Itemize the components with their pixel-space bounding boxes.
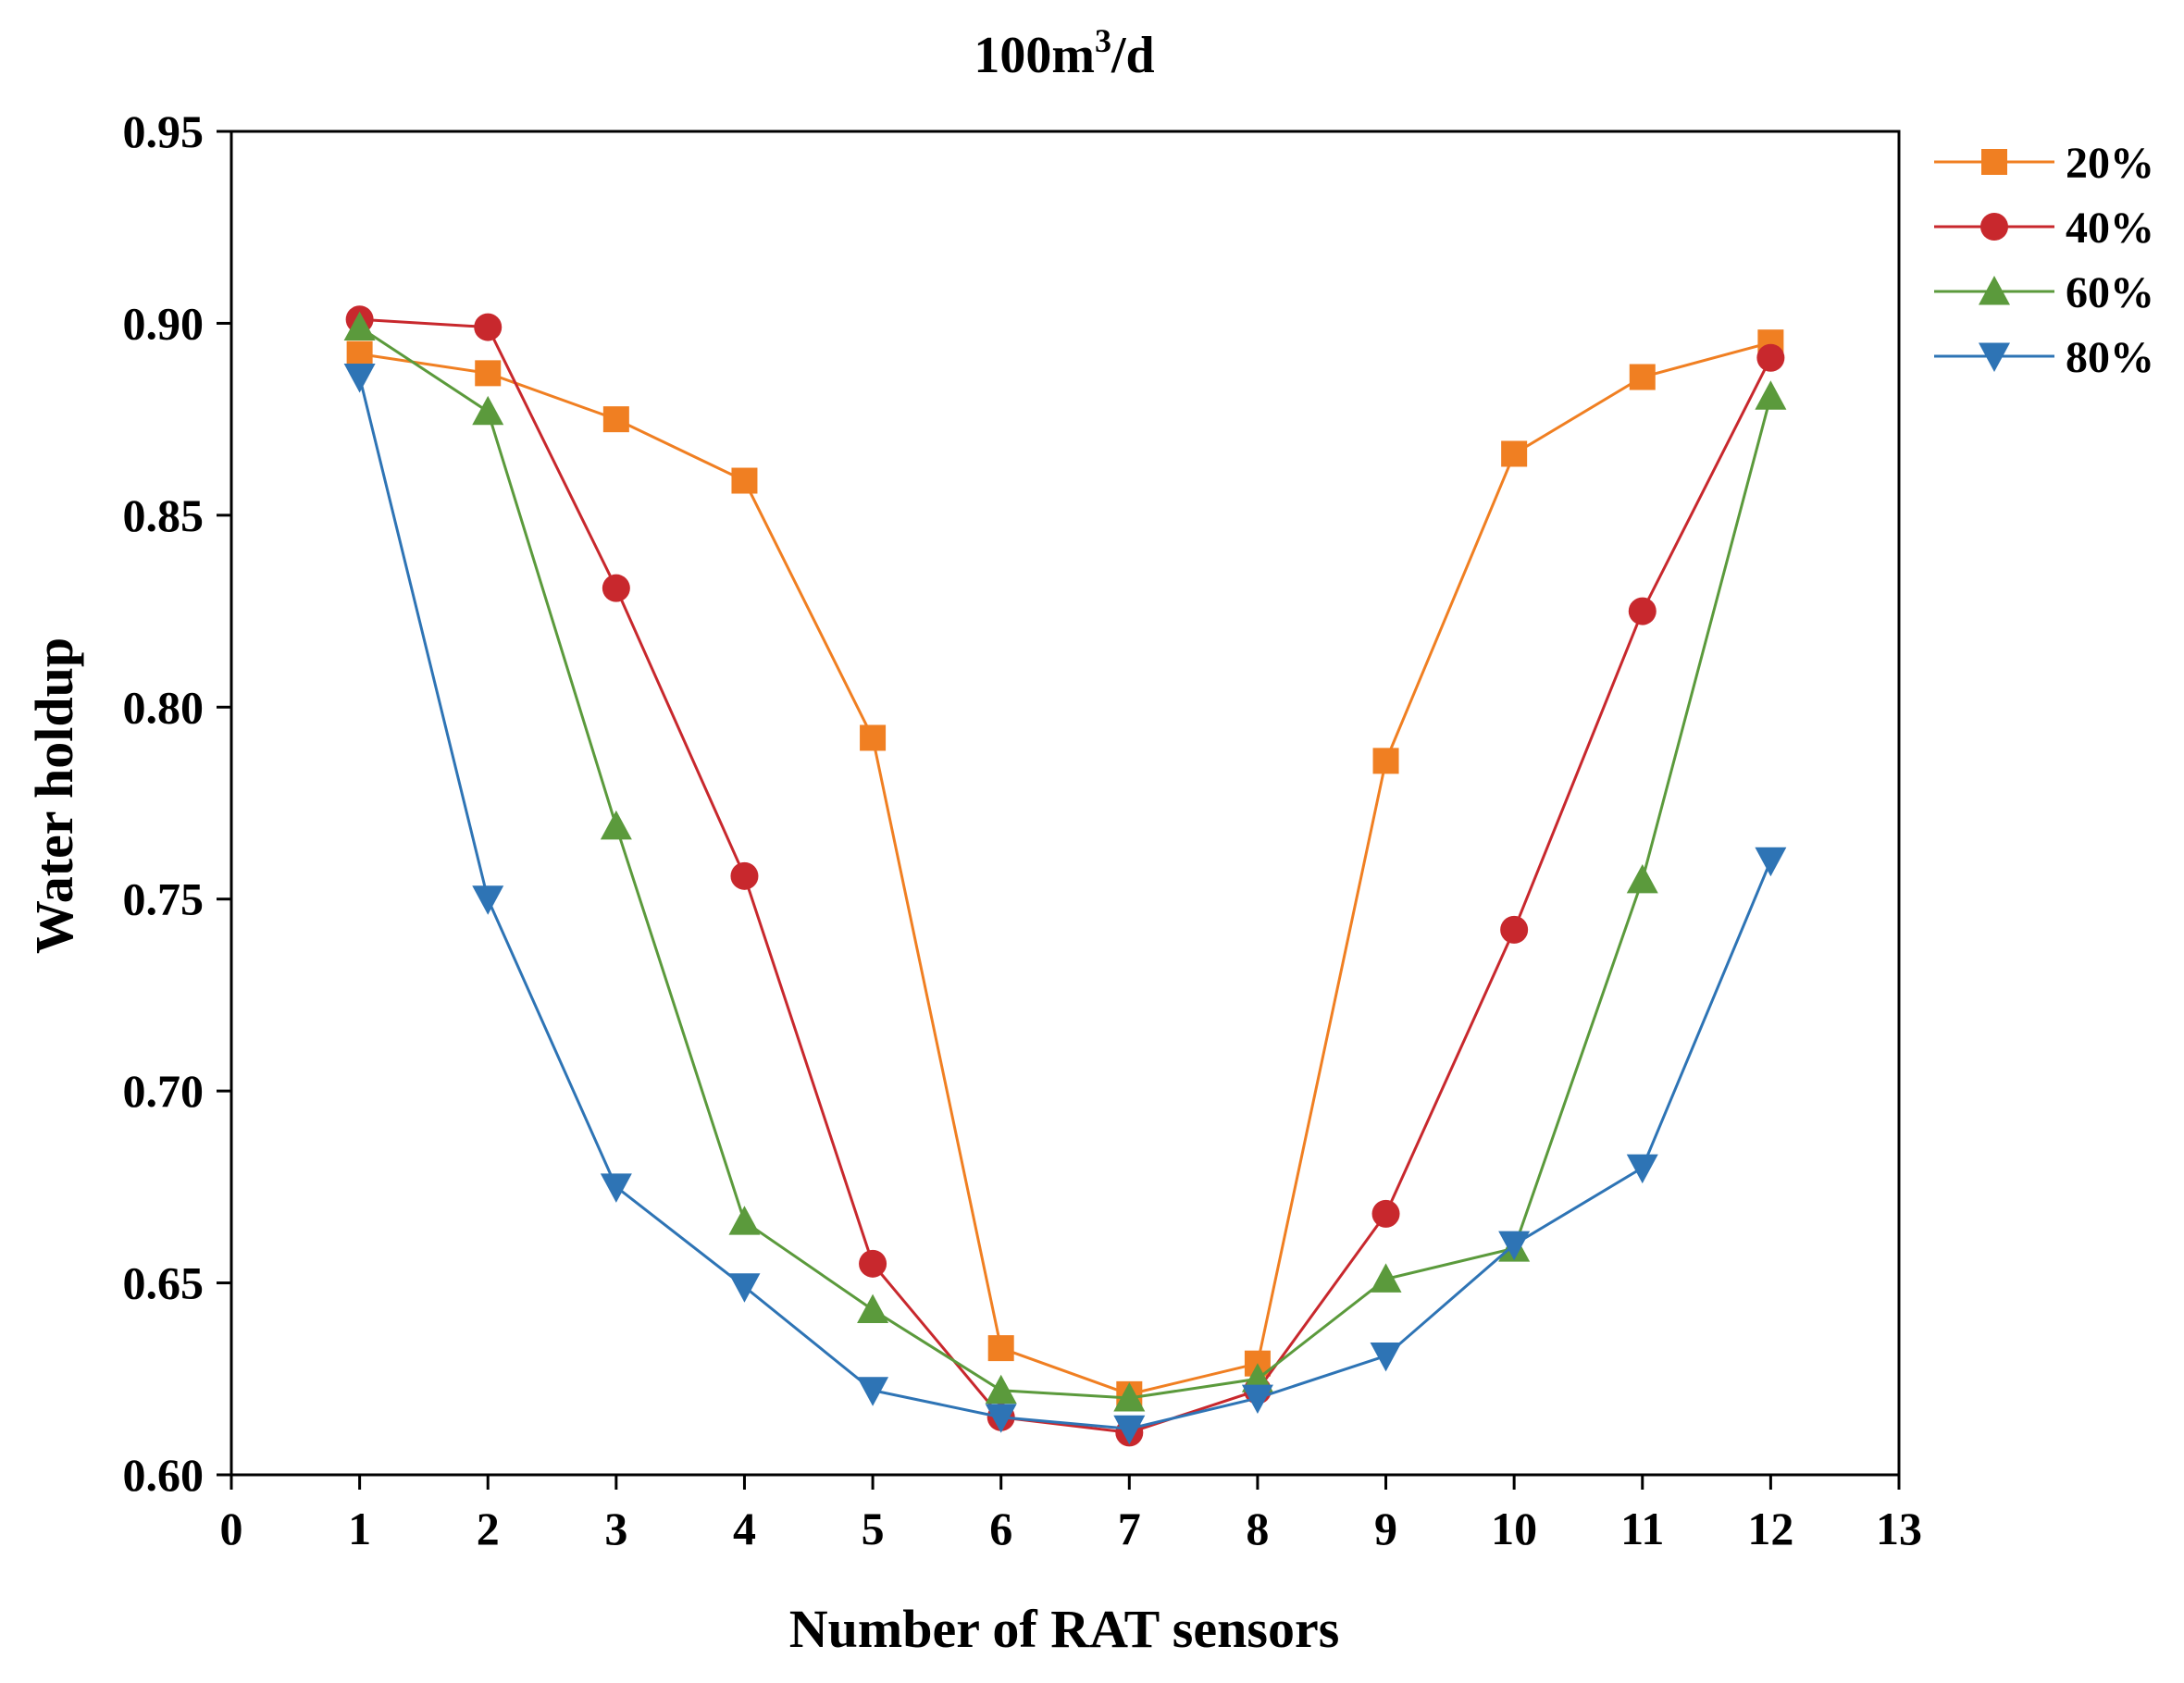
data-point: [1113, 1415, 1146, 1445]
series-20pct: [346, 329, 1784, 1407]
data-point: [1500, 915, 1529, 944]
data-point: [602, 574, 630, 602]
y-tick-label: 0.80: [123, 681, 205, 733]
y-tick-label: 0.70: [123, 1065, 205, 1117]
data-point: [343, 311, 376, 341]
x-tick-label: 0: [220, 1503, 243, 1554]
legend-marker: [1980, 213, 2008, 241]
legend-item: 80%: [1934, 333, 2154, 382]
data-point: [1113, 1382, 1146, 1412]
data-point: [859, 1249, 887, 1278]
x-tick-label: 13: [1876, 1503, 1922, 1554]
legend-item: 60%: [1934, 268, 2154, 317]
series-line: [358, 326, 1772, 1400]
data-point: [600, 810, 632, 840]
data-point: [1628, 597, 1657, 625]
data-point: [985, 1374, 1017, 1405]
data-point: [728, 1206, 761, 1235]
x-tick-label: 3: [604, 1503, 627, 1554]
series-80pct: [343, 364, 1787, 1445]
data-point: [475, 360, 502, 387]
legend-item: 20%: [1934, 139, 2154, 188]
x-tick-label: 11: [1620, 1503, 1664, 1554]
data-point: [1756, 343, 1785, 372]
series-line: [359, 340, 1771, 1396]
data-point: [985, 1404, 1017, 1433]
data-point: [731, 467, 758, 494]
y-tick-label: 0.60: [123, 1449, 205, 1501]
data-point: [730, 861, 759, 890]
data-point: [1371, 1199, 1400, 1228]
series-line: [358, 377, 1772, 1430]
series-line: [359, 317, 1772, 1434]
legend-marker: [1979, 342, 2010, 372]
data-point: [1626, 863, 1658, 894]
data-point: [1241, 1384, 1273, 1415]
legend-label: 40%: [2066, 204, 2154, 253]
x-tick-label: 8: [1246, 1503, 1269, 1554]
data-point: [1629, 364, 1656, 390]
legend-marker: [1979, 276, 2010, 305]
y-axis-label: Water holdup: [24, 637, 84, 954]
x-tick-label: 12: [1747, 1503, 1793, 1554]
data-point: [472, 395, 504, 426]
data-point: [346, 340, 373, 367]
y-tick-label: 0.85: [123, 489, 205, 541]
chart-title: 100m3/d: [974, 22, 1154, 84]
x-tick-label: 6: [989, 1503, 1012, 1554]
data-point: [474, 313, 503, 341]
x-tick-label: 7: [1118, 1503, 1141, 1554]
legend-label: 80%: [2066, 333, 2154, 382]
legend-label: 60%: [2066, 268, 2154, 317]
series-40pct: [345, 305, 1785, 1447]
data-point: [600, 1173, 632, 1203]
data-point: [1370, 1342, 1402, 1372]
x-tick-label: 4: [733, 1503, 756, 1554]
axes: 0 1 2 3 4 5 6 7 8 9 10 11 12 130.600.650.700.750.800.…: [123, 105, 1923, 1554]
data-point: [472, 885, 504, 915]
data-point: [857, 1377, 889, 1406]
plot-frame: [230, 130, 1901, 1477]
data-point: [1501, 440, 1528, 467]
y-tick-label: 0.95: [123, 105, 205, 157]
x-tick-label: 2: [477, 1503, 500, 1554]
data-point: [343, 364, 376, 393]
data-point: [728, 1273, 761, 1303]
y-tick-label: 0.75: [123, 873, 205, 925]
data-point: [1755, 847, 1787, 877]
data-point: [1755, 380, 1787, 410]
x-tick-label: 9: [1374, 1503, 1397, 1554]
data-point: [860, 724, 887, 751]
data-point: [857, 1293, 889, 1324]
x-axis-label: Number of RAT sensors: [789, 1599, 1340, 1659]
data-point: [987, 1335, 1014, 1362]
series-layer: [343, 305, 1787, 1447]
legend-marker: [1981, 149, 2007, 175]
legend-label: 20%: [2066, 139, 2154, 188]
x-tick-label: 5: [862, 1503, 885, 1554]
x-tick-label: 10: [1491, 1503, 1537, 1554]
data-point: [1626, 1154, 1658, 1184]
series-60pct: [343, 311, 1787, 1412]
legend-item: 40%: [1934, 204, 2154, 253]
y-tick-label: 0.90: [123, 297, 205, 349]
legend: 20% 40% 60% 80%: [1934, 139, 2154, 382]
data-point: [1372, 748, 1399, 774]
data-point: [1498, 1231, 1531, 1261]
y-tick-label: 0.65: [123, 1257, 205, 1309]
x-tick-label: 1: [348, 1503, 371, 1554]
data-point: [602, 406, 629, 433]
data-point: [1370, 1263, 1402, 1293]
